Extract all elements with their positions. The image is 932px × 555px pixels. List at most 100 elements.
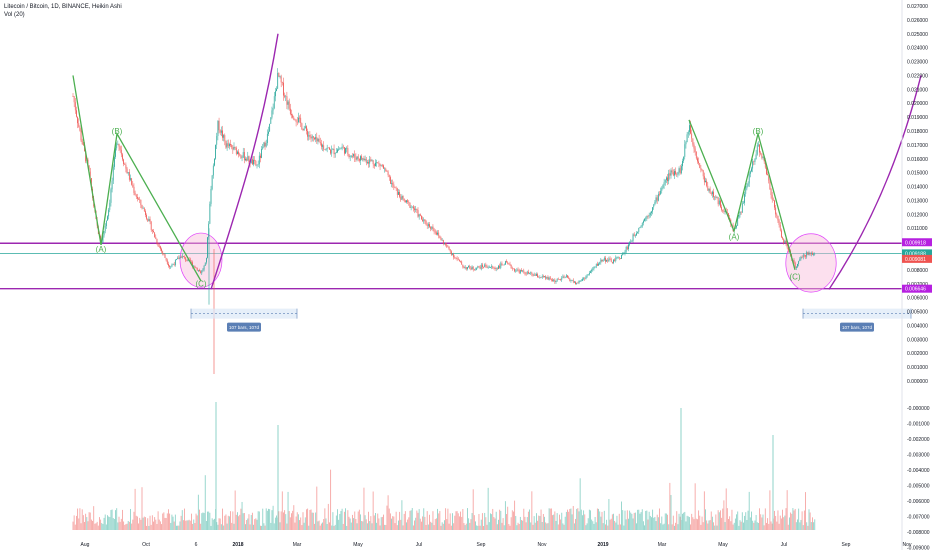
- volume-bar: [424, 516, 426, 530]
- volume-bar: [685, 521, 687, 530]
- candle-body: [464, 267, 466, 269]
- volume-bar: [301, 525, 303, 530]
- volume-bar: [169, 513, 171, 530]
- volume-bar: [172, 516, 174, 530]
- candle-body: [377, 162, 379, 164]
- candle-body: [545, 276, 547, 279]
- volume-bar: [560, 519, 562, 530]
- volume-bar: [586, 523, 588, 530]
- candle-body: [809, 252, 811, 255]
- volume-bar: [500, 510, 502, 530]
- volume-bar: [760, 514, 762, 530]
- candle-body: [301, 123, 303, 130]
- candle-body: [276, 88, 277, 92]
- candle-body: [802, 254, 804, 258]
- volume-bar: [131, 523, 133, 530]
- candle-body: [146, 214, 147, 219]
- candle-body: [409, 202, 411, 208]
- volume-bar: [617, 524, 619, 530]
- volume-bar: [614, 520, 616, 530]
- volume-bar: [669, 482, 671, 530]
- volume-bar: [720, 510, 721, 530]
- volume-bar: [203, 512, 205, 530]
- volume-bar: [185, 520, 187, 530]
- highlight-ellipse[interactable]: [179, 232, 223, 288]
- volume-bar: [526, 517, 528, 530]
- candle-body: [120, 149, 122, 155]
- volume-bar: [223, 525, 225, 530]
- price-marker-label: 0.006646: [905, 287, 926, 293]
- candle-body: [799, 259, 801, 262]
- candle-body: [577, 282, 579, 284]
- projection-arc[interactable]: [210, 33, 279, 290]
- volume-bar: [187, 520, 189, 530]
- volume-bar: [220, 524, 222, 530]
- time-tick-label: Sep: [842, 542, 851, 548]
- volume-bar: [402, 525, 404, 530]
- volume-bar: [273, 523, 275, 530]
- volume-bar: [347, 510, 349, 530]
- candle-body: [620, 258, 621, 260]
- volume-bar: [261, 525, 263, 530]
- volume-bar: [86, 517, 88, 530]
- volume-bar: [770, 521, 772, 530]
- volume-bar: [724, 522, 726, 530]
- candle-body: [149, 219, 151, 222]
- candle-body: [284, 95, 285, 97]
- candle-body: [607, 259, 609, 262]
- volume-bar: [439, 511, 441, 530]
- volume-bar: [384, 524, 386, 530]
- candle-layer: [72, 68, 816, 375]
- candle-body: [197, 270, 199, 271]
- abc-pattern-line[interactable]: [72, 75, 202, 282]
- candle-body: [388, 175, 390, 178]
- volume-bar: [519, 516, 521, 530]
- volume-bar: [100, 519, 102, 530]
- abc-pattern-line[interactable]: [688, 119, 796, 271]
- candle-body: [194, 265, 196, 268]
- volume-bar: [77, 508, 79, 530]
- volume-bar: [657, 517, 659, 530]
- candle-body: [183, 256, 184, 257]
- volume-bar: [527, 511, 529, 530]
- price-tick-label: 0.001000: [907, 365, 928, 371]
- volume-bar: [694, 483, 696, 530]
- candle-body: [369, 159, 371, 164]
- volume-bar: [406, 522, 407, 530]
- candle-body: [641, 222, 643, 226]
- volume-bar: [457, 513, 459, 530]
- projection-arc[interactable]: [828, 75, 922, 290]
- candle-body: [139, 199, 141, 201]
- volume-bar: [759, 508, 760, 530]
- candle-body: [718, 200, 720, 205]
- volume-bar: [126, 523, 128, 530]
- candle-body: [378, 162, 380, 164]
- volume-bar: [503, 525, 505, 530]
- highlight-ellipse[interactable]: [785, 233, 837, 293]
- volume-bar: [239, 514, 241, 530]
- candle-body: [813, 254, 814, 255]
- volume-bar: [264, 525, 266, 530]
- candle-body: [801, 257, 803, 258]
- candle-body: [373, 164, 375, 167]
- volume-bar: [215, 402, 217, 530]
- volume-bar: [308, 525, 310, 530]
- price-tick-label: 0.005000: [907, 310, 928, 316]
- volume-bar: [661, 516, 663, 530]
- candle-body: [268, 131, 269, 134]
- candle-body: [748, 173, 750, 184]
- candle-body: [542, 275, 544, 277]
- candle-body: [529, 273, 530, 274]
- volume-bar: [378, 518, 380, 530]
- volume-bar: [303, 522, 305, 530]
- candle-body: [814, 253, 816, 255]
- volume-tick-label: -0.009000: [907, 546, 930, 551]
- candle-body: [380, 165, 382, 166]
- candle-body: [166, 260, 168, 264]
- volume-bar: [780, 518, 782, 530]
- candle-body: [185, 257, 187, 261]
- candle-body: [386, 171, 388, 172]
- candle-body: [687, 131, 689, 135]
